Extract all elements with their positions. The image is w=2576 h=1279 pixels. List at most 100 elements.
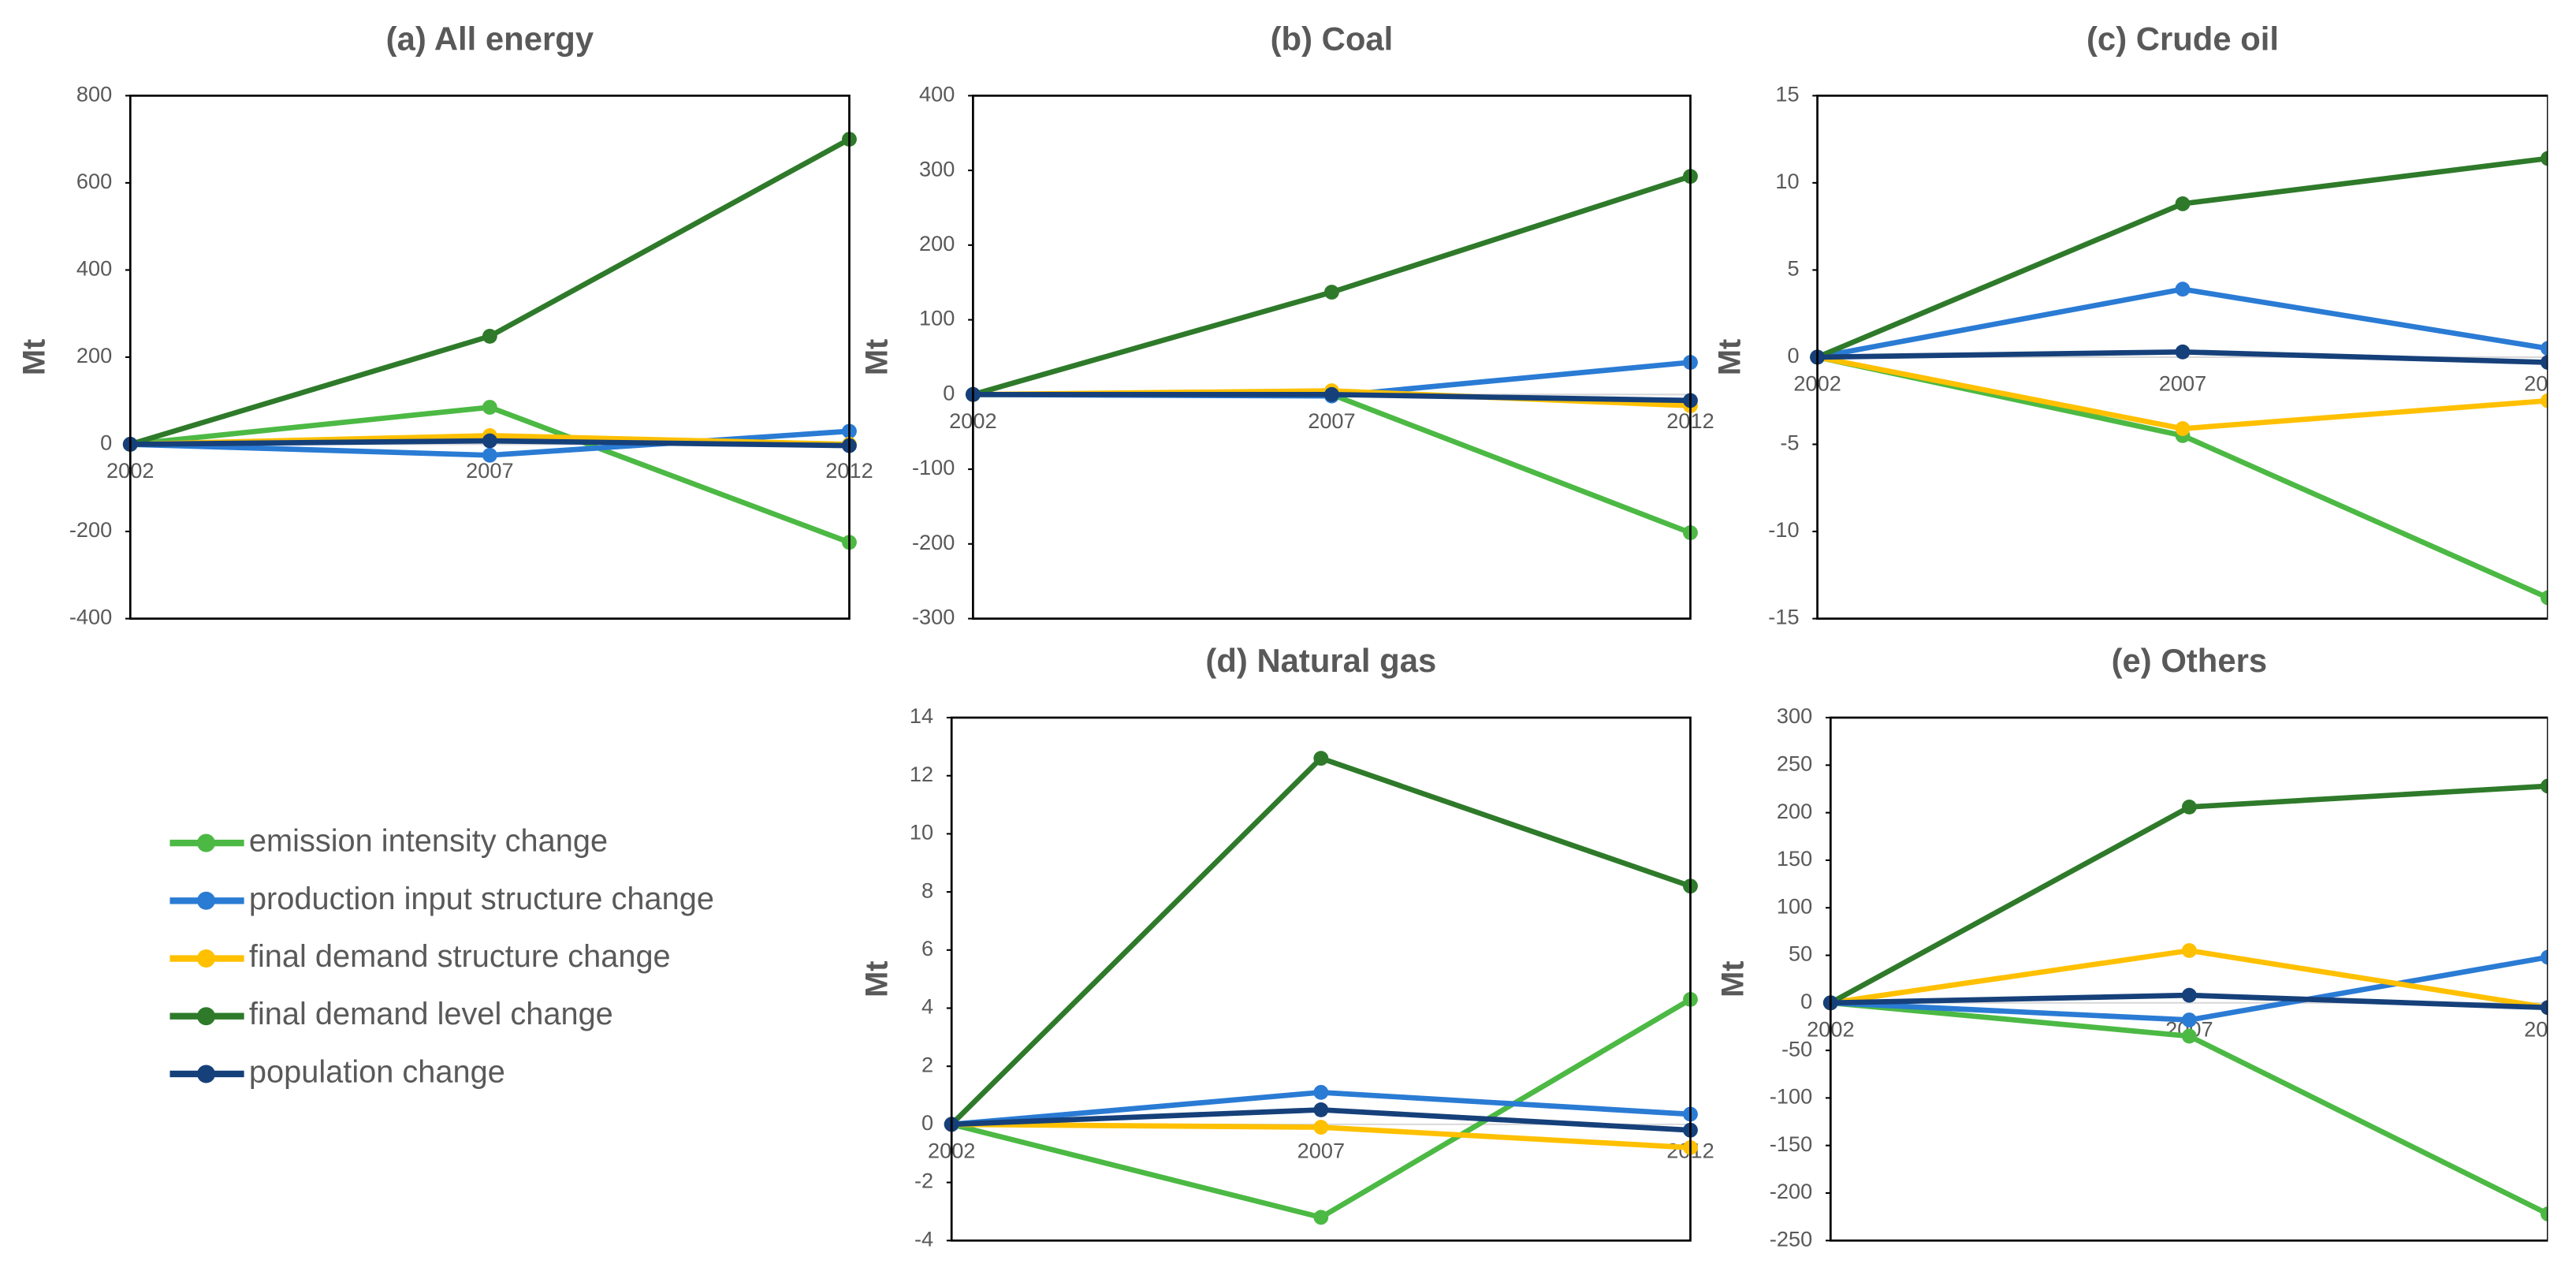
legend: emission intensity change production inpu… bbox=[169, 824, 714, 1089]
series-line bbox=[949, 755, 1692, 1127]
data-point bbox=[2181, 799, 2197, 815]
y-tick-label: 200 bbox=[1777, 799, 1812, 823]
y-tick-label: 0 bbox=[1800, 989, 1812, 1013]
data-point bbox=[1313, 1084, 1329, 1100]
data-point bbox=[2541, 1000, 2548, 1016]
legend-label: final demand structure change bbox=[249, 939, 671, 974]
y-tick-label: -10 bbox=[1768, 517, 1799, 542]
y-tick-label: -4 bbox=[914, 1226, 933, 1251]
y-tick-label: 0 bbox=[100, 431, 112, 455]
x-tick-label: 2012 bbox=[2524, 1017, 2571, 1042]
legend-label: production input structure change bbox=[249, 882, 714, 916]
data-point bbox=[1313, 751, 1329, 766]
y-tick-label: -100 bbox=[1770, 1084, 1812, 1109]
y-tick-label: 150 bbox=[1777, 846, 1812, 871]
data-point bbox=[2181, 1028, 2197, 1044]
series-line bbox=[1816, 155, 2548, 360]
y-tick-label: 2 bbox=[921, 1052, 933, 1076]
y-tick-label: 400 bbox=[919, 82, 955, 106]
legend-marker bbox=[197, 1007, 216, 1026]
data-point bbox=[482, 447, 497, 463]
y-tick-label: -300 bbox=[912, 605, 955, 629]
y-tick-label: -50 bbox=[1781, 1036, 1812, 1061]
data-point bbox=[2175, 282, 2191, 297]
data-point bbox=[1313, 1210, 1329, 1225]
data-point bbox=[482, 400, 497, 415]
y-tick-label: -5 bbox=[1780, 431, 1799, 455]
y-tick-label: -200 bbox=[1770, 1179, 1812, 1203]
legend-label: final demand level change bbox=[249, 997, 613, 1031]
chart-panel: (a) All energyMt-400-2000200400600800200… bbox=[17, 20, 873, 628]
y-axis-label: Mt bbox=[860, 960, 895, 997]
y-tick-label: 250 bbox=[1777, 751, 1812, 776]
plot-frame bbox=[128, 94, 851, 620]
data-point bbox=[2175, 421, 2191, 436]
y-tick-label: 300 bbox=[919, 156, 955, 181]
data-point bbox=[2181, 1012, 2197, 1027]
y-tick-label: 50 bbox=[1789, 942, 1812, 966]
y-tick-label: -250 bbox=[1770, 1226, 1812, 1251]
series-line bbox=[1829, 783, 2548, 1005]
data-point bbox=[2181, 987, 2197, 1003]
y-tick-label: 600 bbox=[76, 169, 112, 193]
chart-title: (a) All energy bbox=[386, 20, 594, 57]
y-tick-label: 200 bbox=[919, 231, 955, 255]
data-point bbox=[482, 433, 497, 449]
y-tick-label: -15 bbox=[1768, 605, 1799, 629]
data-point bbox=[1324, 285, 1339, 300]
legend-marker bbox=[197, 949, 216, 968]
legend-marker bbox=[197, 833, 216, 852]
x-tick-label: 2007 bbox=[1297, 1139, 1345, 1163]
chart-panel: (e) Others Mt -250 -200 -150 -100 -50 0 50 100 150… bbox=[1715, 642, 2571, 1251]
y-tick-label: 100 bbox=[1777, 893, 1812, 918]
y-tick-label: 10 bbox=[910, 820, 933, 845]
data-point bbox=[2541, 949, 2548, 965]
data-point bbox=[2175, 196, 2191, 211]
y-tick-label: 8 bbox=[921, 878, 933, 902]
y-tick-label: 300 bbox=[1777, 703, 1812, 728]
y-tick-label: -100 bbox=[912, 455, 955, 479]
legend-marker bbox=[197, 1065, 216, 1083]
y-tick-label: 800 bbox=[76, 82, 112, 106]
plot-frame bbox=[1816, 94, 2548, 620]
legend-label: emission intensity change bbox=[249, 824, 608, 859]
data-point bbox=[2541, 355, 2548, 370]
data-point bbox=[2541, 1206, 2548, 1221]
y-tick-label: 10 bbox=[1775, 169, 1799, 193]
legend-label: population change bbox=[249, 1054, 505, 1089]
x-tick-label: 2012 bbox=[2524, 371, 2571, 396]
data-point bbox=[2541, 151, 2548, 166]
x-tick-label: 2007 bbox=[2159, 371, 2206, 396]
data-point bbox=[2181, 943, 2197, 958]
chart-title: (e) Others bbox=[2112, 642, 2268, 679]
y-tick-label: 6 bbox=[921, 936, 933, 960]
x-tick-label: 2007 bbox=[1308, 408, 1355, 433]
y-tick-label: 0 bbox=[943, 380, 955, 405]
data-point bbox=[1324, 386, 1339, 402]
y-axis-label: Mt bbox=[17, 339, 52, 375]
plot-frame bbox=[1829, 716, 2548, 1242]
y-tick-label: -200 bbox=[912, 530, 955, 554]
y-tick-label: -150 bbox=[1770, 1132, 1812, 1156]
y-tick-label: 200 bbox=[76, 343, 112, 367]
data-point bbox=[2541, 341, 2548, 356]
y-tick-label: 15 bbox=[1775, 82, 1799, 106]
y-tick-label: -2 bbox=[914, 1169, 933, 1193]
y-axis-label: Mt bbox=[1715, 960, 1750, 997]
chart-title: (b) Coal bbox=[1271, 20, 1394, 57]
y-tick-label: 12 bbox=[910, 762, 933, 786]
data-point bbox=[1313, 1102, 1329, 1117]
data-point bbox=[2541, 778, 2548, 794]
y-tick-label: 4 bbox=[921, 994, 933, 1019]
data-point bbox=[482, 328, 497, 344]
y-tick-label: 5 bbox=[1787, 256, 1799, 281]
series-line bbox=[129, 136, 851, 447]
y-tick-label: -200 bbox=[69, 517, 112, 542]
chart-title: (c) Crude oil bbox=[2086, 20, 2279, 57]
y-axis-label: Mt bbox=[1712, 339, 1747, 375]
y-tick-label: 400 bbox=[76, 256, 112, 281]
